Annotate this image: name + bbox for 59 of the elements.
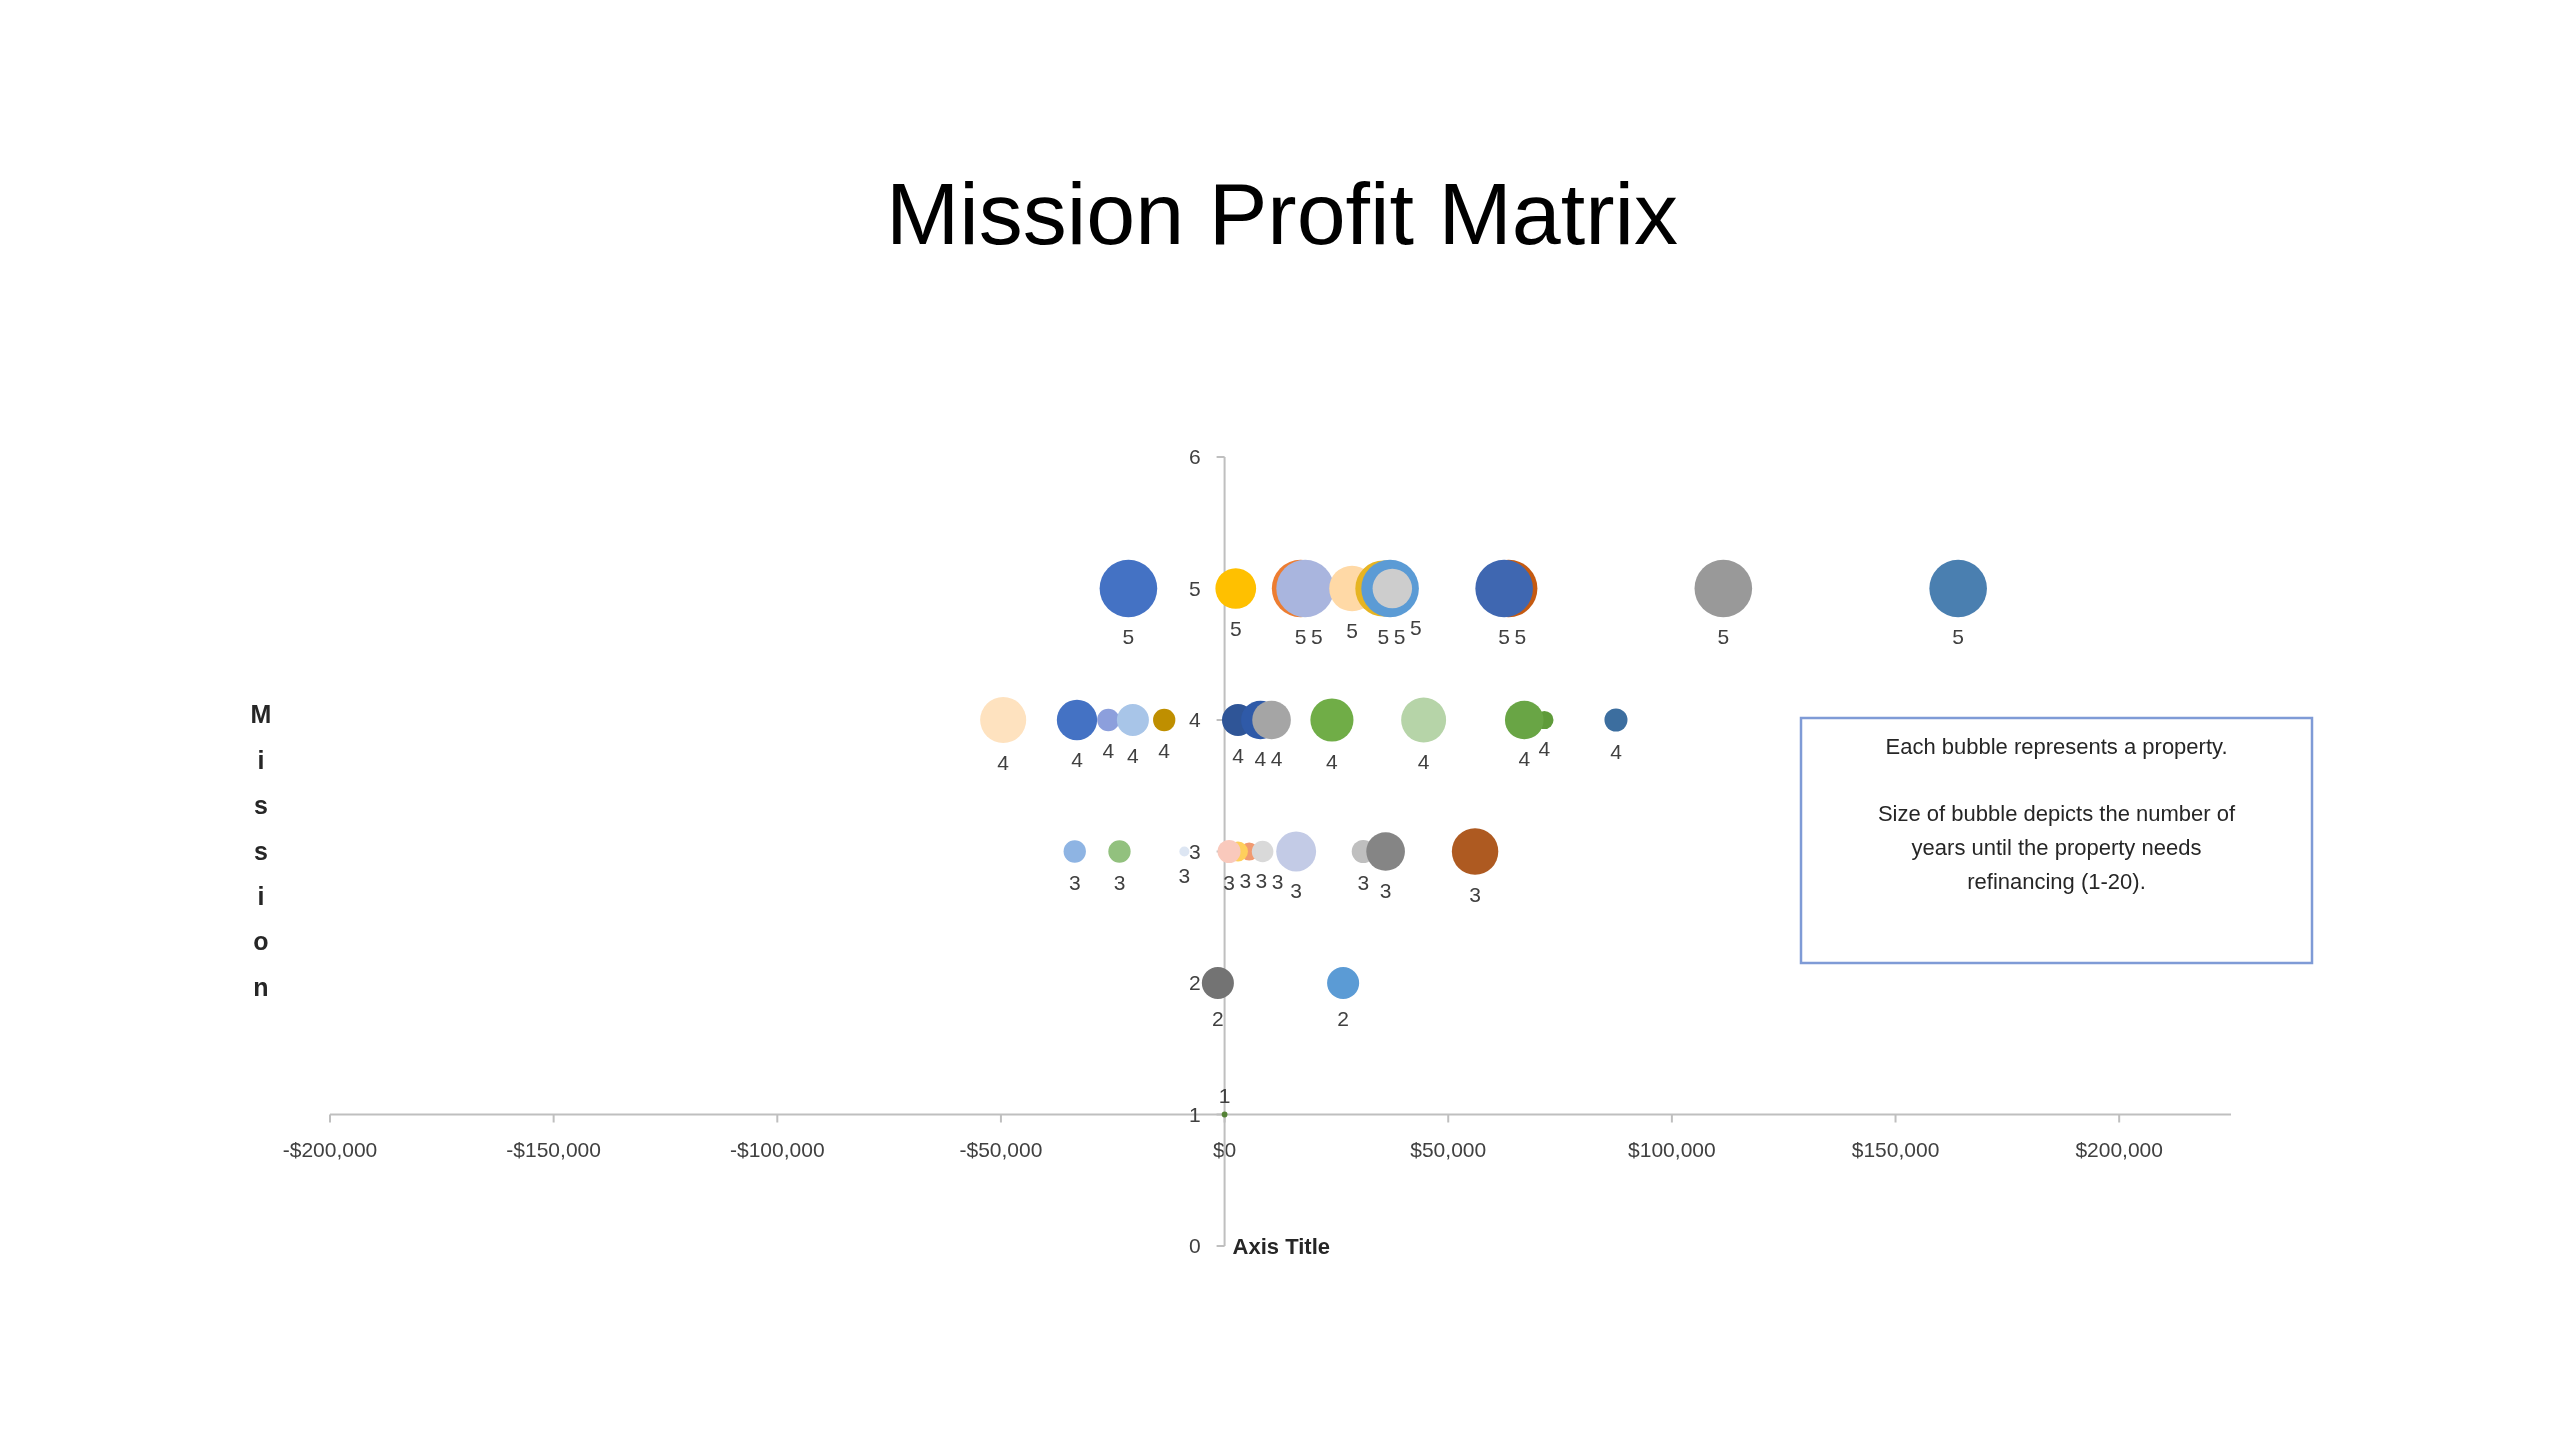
data-label: 5 [1717,625,1730,649]
y-axis-title: Mission [250,700,272,1001]
data-label: 5 [1122,625,1135,649]
x-tick-label: -$200,000 [282,1137,378,1161]
data-label: 3 [1239,869,1252,893]
data-label: 3 [1357,871,1370,895]
data-label: 5 [1514,625,1527,649]
chart-title: Mission Profit Matrix [885,164,1679,263]
data-label: 5 [1409,616,1422,640]
y-tick-label: 2 [1188,971,1201,994]
data-label: 4 [1158,739,1171,763]
data-label: 3 [1379,878,1392,902]
data-label: 5 [1377,624,1390,648]
data-label: 1 [1218,1083,1231,1107]
y-tick-label: 4 [1188,708,1201,731]
data-label: 4 [1538,737,1551,761]
data-label: 4 [997,751,1010,775]
data-label: 3 [1113,870,1126,894]
annotation: Each bubble represents a property. [1885,734,2228,759]
data-label: 3 [1290,879,1302,903]
data-label: 2 [1212,1007,1224,1031]
data-label: 4 [1326,749,1339,773]
y-tick-label: 0 [1188,1234,1201,1257]
x-tick-label: $100,000 [1628,1137,1716,1161]
data-label: 5 [1952,625,1964,649]
y-tick-label: 6 [1188,445,1201,468]
x-tick-label: $150,000 [1851,1137,1940,1161]
data-label: 4 [1610,739,1623,763]
data-label: 4 [1102,739,1115,763]
x-axis-title: Axis Title [1232,1234,1331,1259]
annotation: Size of bubble depicts the number of years until the property needs refinancing (1-20). [1877,801,2236,894]
data-label: 4 [1127,744,1140,768]
x-tick-label: -$150,000 [506,1137,601,1161]
data-label: 3 [1255,868,1268,892]
y-tick-label: 5 [1188,576,1201,600]
x-tick-label: $0 [1212,1137,1237,1161]
data-label: 4 [1518,747,1531,771]
data-label: 5 [1346,619,1358,643]
x-tick-label: -$100,000 [730,1137,825,1161]
data-label: 2 [1337,1007,1349,1031]
data-label: 3 [1223,871,1235,895]
data-label: 4 [1071,748,1084,772]
y-tick-label: 1 [1188,1102,1201,1126]
data-label: 4 [1254,747,1267,771]
data-label: 4 [1232,744,1245,768]
data-label: 5 [1498,625,1510,649]
data-label: 5 [1393,625,1406,649]
data-label: 5 [1294,625,1307,649]
data-label: 3 [1271,870,1284,894]
data-label: 5 [1229,616,1242,640]
data-label: 5 [1310,625,1323,649]
x-tick-label: -$50,000 [959,1137,1043,1161]
data-label: 3 [1068,870,1081,894]
data-label: 3 [1469,882,1481,906]
x-tick-label: $200,000 [2075,1137,2163,1161]
data-label: 4 [1270,747,1283,771]
data-label: 4 [1417,750,1430,774]
x-tick-label: $50,000 [1410,1137,1487,1161]
y-tick-label: 3 [1188,839,1201,863]
